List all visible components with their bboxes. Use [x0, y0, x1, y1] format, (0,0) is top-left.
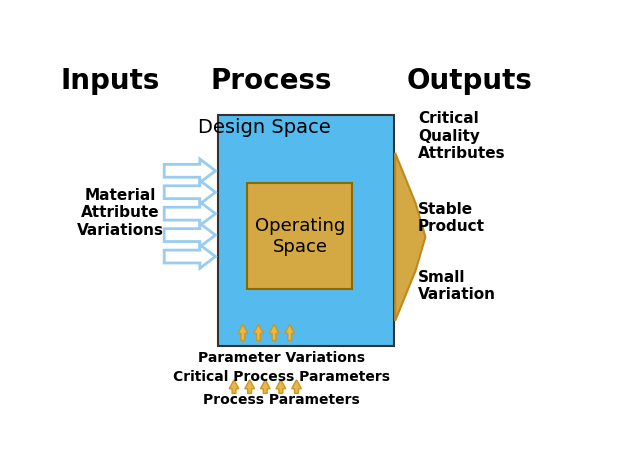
Text: Inputs: Inputs	[61, 67, 160, 94]
FancyArrow shape	[238, 325, 248, 341]
FancyArrow shape	[244, 380, 255, 394]
Text: Critical Process Parameters: Critical Process Parameters	[173, 369, 390, 383]
Text: Small
Variation: Small Variation	[418, 269, 496, 302]
FancyArrow shape	[253, 325, 263, 341]
Polygon shape	[395, 154, 425, 321]
Text: Process Parameters: Process Parameters	[203, 393, 360, 407]
FancyArrow shape	[292, 380, 301, 394]
Text: Stable
Product: Stable Product	[418, 201, 485, 234]
Text: Parameter Variations: Parameter Variations	[198, 350, 365, 364]
Text: Outputs: Outputs	[406, 67, 532, 94]
FancyArrow shape	[276, 380, 286, 394]
Bar	[247, 184, 352, 289]
FancyArrow shape	[269, 325, 279, 341]
FancyArrow shape	[260, 380, 270, 394]
FancyArrow shape	[285, 325, 295, 341]
FancyArrow shape	[229, 380, 239, 394]
Bar	[218, 116, 394, 346]
Text: Material
Attribute
Variations: Material Attribute Variations	[77, 188, 164, 237]
Text: Process: Process	[211, 67, 333, 94]
Text: Design Space: Design Space	[198, 118, 331, 136]
Text: Critical
Quality
Attributes: Critical Quality Attributes	[418, 111, 506, 161]
Text: Operating
Space: Operating Space	[255, 217, 345, 256]
